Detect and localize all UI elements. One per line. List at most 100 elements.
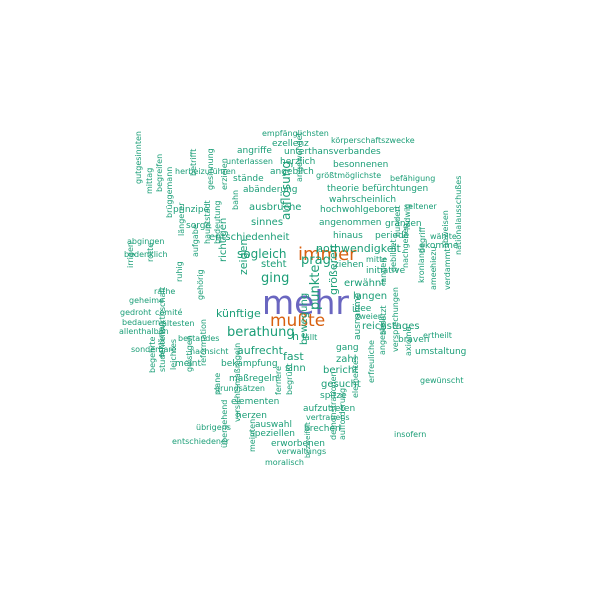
word: aufrecht [237,344,283,357]
word: abgingen [127,237,165,246]
word: elementen [231,397,280,407]
word: erfreuliche [367,340,376,383]
word: bericht [323,365,359,376]
word: insofern [394,430,427,439]
word: h [292,330,299,343]
word: nachgeben [401,223,410,268]
word: übrigens [196,423,231,432]
word: ezellenz [272,139,309,149]
word: gehörig [196,269,205,300]
word: plane [213,372,222,395]
word: ruhig [175,261,184,282]
word: meint [175,359,202,369]
word: besetzt [379,305,388,335]
word: demonstrationen [329,371,338,440]
word: maßregeln [229,374,278,384]
word: ludwig [403,203,412,230]
word: bedenklich [124,250,168,259]
word: speziellen [250,429,295,439]
word: empfänglichsten [262,129,329,138]
word: bezweifelt [304,422,312,458]
word: geheime [129,296,164,305]
word: abweisen [441,210,450,248]
word: unterthansverbandes [284,147,381,157]
word: aufzutreten [303,404,356,414]
word: bedauern [122,318,161,327]
word: spitze [320,391,347,401]
word: vertrauens [306,413,350,422]
word: gewünscht [420,376,464,385]
word: ältesten [162,319,195,328]
word: begriff [418,226,427,253]
word: herzen [236,411,267,421]
word: punkte [308,264,323,310]
word: begreifen [155,153,164,192]
word: brüggemann [165,166,174,218]
word: hundert [393,205,402,237]
word: bekämpfung [221,359,278,369]
word: gutgesinnten [134,131,143,184]
word: herbeizuführen [175,167,236,176]
word: axiome [404,326,413,356]
word: mußte [270,311,326,331]
word: wahrscheinlich [329,195,397,205]
word: versprechungen [391,287,400,352]
word: amee [429,267,438,290]
word: fernere [274,366,283,395]
word: komme [425,241,459,251]
word: aufforderung [338,387,347,440]
word: initiative [366,266,406,276]
word: gränzen [385,219,422,229]
word: hiezu [429,246,438,268]
word: verdammt [443,248,452,290]
word: idee [352,304,372,314]
word: begrüßt [285,363,294,395]
word: mittag [145,167,154,194]
word: sonderbare [131,345,177,354]
word: bestandes [178,334,220,343]
word: erworbenen [271,439,325,449]
word: besonnenen [333,160,389,170]
word: bahn [231,189,240,210]
word: entschiedenheit [209,232,290,243]
word: längerer [177,202,186,236]
word: angenommen [319,218,382,228]
word: theorie [327,184,360,194]
word: langen [353,291,388,302]
word: prinzipe [173,205,210,215]
word: seltener [404,202,437,211]
word: comité [155,308,183,317]
word: ging [261,271,290,286]
word: unterlassen [226,157,273,166]
word: zweier [355,312,382,321]
word: vorsichtsmaßregeln [233,342,242,422]
word: meinten [248,418,257,452]
word: auswahl [255,420,292,430]
word: steht [261,259,287,270]
word: braven [398,335,430,345]
word: gedroht [120,308,152,317]
word: wählte [430,232,457,241]
word: angriffe [237,146,272,156]
word: verwaltungs [277,447,327,456]
word: brechen [304,424,341,434]
word: stände [233,174,264,184]
word: befähigung [390,174,436,183]
word: körperschaftszwecke [331,136,415,145]
word: grundsätzen [215,384,265,393]
word: größeren [327,245,340,295]
word: künftige [216,307,261,320]
word: rathe [154,287,176,296]
word: mitte [366,255,388,264]
word: periode [375,231,410,241]
word: bewegung [299,292,310,345]
word: ziehen [334,260,364,270]
word: richtigen [218,217,229,262]
word: allenthalben [119,327,169,336]
word: zahl [336,354,357,365]
word: größtmöglichste [316,171,382,180]
word: begehrte [148,336,157,373]
word: erwähnt [344,278,386,289]
word: zeigen [237,238,250,275]
word: sorge [186,221,211,231]
